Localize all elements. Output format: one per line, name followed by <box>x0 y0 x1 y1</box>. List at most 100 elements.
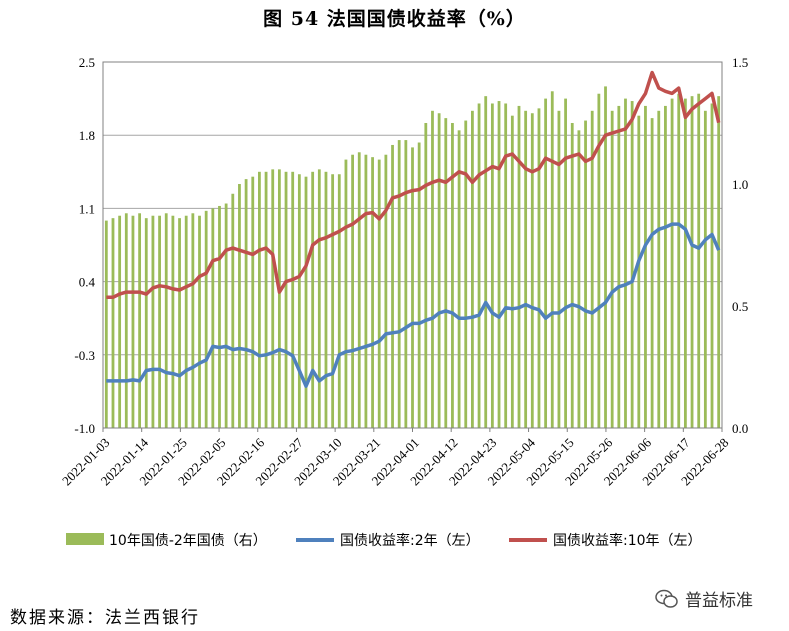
spread-bar <box>118 215 122 428</box>
spread-bar <box>537 108 541 429</box>
spread-bar <box>683 98 687 428</box>
right-axis: 1.5 1.0 0.5 0.0 <box>732 55 748 436</box>
spread-bar <box>444 118 448 429</box>
spread-bar <box>457 130 461 428</box>
spread-bar <box>311 171 315 429</box>
spread-bar <box>411 147 414 428</box>
spread-bar <box>490 103 494 428</box>
ten-year-yield-line <box>106 70 721 300</box>
legend-label-two-year: 国债收益率:2年（左） <box>340 532 480 549</box>
spread-bar <box>111 218 115 428</box>
spread-bar <box>464 120 468 428</box>
spread-bar <box>451 123 454 428</box>
spread-bar <box>331 174 335 428</box>
spread-bar <box>657 110 661 429</box>
spread-bar <box>317 169 321 429</box>
spread-bar <box>271 169 275 429</box>
spread-bar <box>124 213 128 428</box>
spread-bar <box>497 101 501 428</box>
spread-bar <box>570 123 574 428</box>
spread-bar <box>703 110 707 429</box>
spread-bar <box>304 176 308 428</box>
spread-bar <box>584 120 587 428</box>
wechat-icon <box>655 589 678 608</box>
chart-title: 图 54 法国国债收益率（%） <box>263 8 526 30</box>
spread-bar <box>417 142 421 428</box>
two-year-yield-line <box>106 222 721 388</box>
spread-bar <box>637 115 641 429</box>
spread-bar <box>251 176 255 428</box>
spread-bar <box>577 130 581 428</box>
spread-bar <box>404 140 408 428</box>
spread-bar <box>291 171 295 429</box>
spread-bar <box>264 171 268 429</box>
spread-bar <box>391 144 394 428</box>
x-axis: 2022-01-032022-01-142022-01-252022-02-05… <box>59 428 731 488</box>
spread-bar <box>211 208 215 428</box>
spread-bar <box>284 171 288 429</box>
legend-swatch-spread <box>66 533 104 545</box>
spread-bar <box>624 98 627 428</box>
spread-bar <box>244 179 248 428</box>
spread-bar <box>550 91 554 428</box>
spread-bar <box>670 98 674 428</box>
spread-bar <box>517 105 521 429</box>
spread-bar <box>351 154 354 428</box>
spread-bar <box>471 110 474 429</box>
watermark-text: 普益标准 <box>685 591 753 611</box>
spread-bar <box>218 205 221 428</box>
spread-bar <box>477 103 481 428</box>
right-tick-label: 1.5 <box>732 55 748 70</box>
spread-bar <box>104 220 108 428</box>
spread-bar <box>258 171 261 429</box>
spread-bar <box>151 215 155 428</box>
legend-label-spread: 10年国债-2年国债（右） <box>109 533 267 549</box>
spread-bar <box>377 159 381 428</box>
spread-bar <box>357 152 361 428</box>
spread-bar <box>664 105 667 429</box>
spread-bar <box>630 101 634 428</box>
spread-bar <box>277 169 281 429</box>
legend-label-ten-year: 国债收益率:10年（左） <box>553 532 702 549</box>
spread-bar <box>131 215 135 428</box>
spread-bar <box>530 113 534 429</box>
right-tick-label: 0.5 <box>732 299 748 314</box>
spread-bar <box>644 105 647 429</box>
spread-bar <box>158 215 161 428</box>
spread-bar <box>238 184 241 428</box>
spread-bar <box>690 96 694 428</box>
left-tick-label: 0.4 <box>79 275 96 290</box>
spread-bar <box>164 213 168 428</box>
spread-bar <box>231 193 235 428</box>
spread-bar <box>204 210 208 428</box>
spread-bar <box>484 96 488 428</box>
spread-bar <box>650 118 654 429</box>
spread-bar <box>590 110 594 429</box>
left-tick-label: -0.3 <box>74 348 95 363</box>
spread-bar <box>564 98 567 428</box>
right-tick-label: 0.0 <box>732 421 748 436</box>
spread-bar <box>337 174 341 428</box>
spread-bar <box>557 110 561 429</box>
spread-bar <box>697 93 701 428</box>
legend: 10年国债-2年国债（右） 国债收益率:2年（左） 国债收益率:10年（左） <box>66 532 702 549</box>
watermark: 普益标准 <box>655 586 753 611</box>
spread-bar <box>710 103 714 428</box>
spread-bar <box>424 123 428 428</box>
spread-bar <box>191 213 195 428</box>
left-tick-label: 1.8 <box>79 128 95 143</box>
spread-bar <box>344 159 348 428</box>
spread-bar <box>504 103 508 428</box>
spread-bar <box>171 215 175 428</box>
yield-lines <box>106 70 721 388</box>
spread-bar <box>544 98 548 428</box>
spread-bar <box>604 86 607 429</box>
left-tick-label: 2.5 <box>79 55 95 70</box>
left-tick-label: -1.0 <box>74 421 95 436</box>
spread-bar <box>184 215 188 428</box>
left-tick-label: 1.1 <box>79 201 95 216</box>
spread-bar <box>297 174 301 428</box>
spread-bar <box>324 171 328 429</box>
spread-bar <box>717 96 721 428</box>
data-source: 数据来源：法兰西银行 <box>10 608 200 628</box>
